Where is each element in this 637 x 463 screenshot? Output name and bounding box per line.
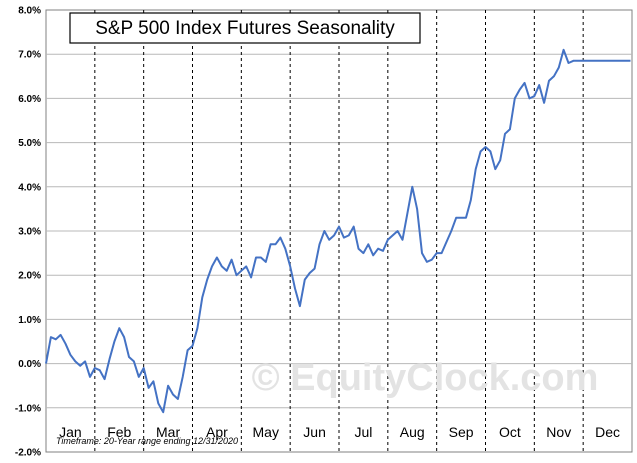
month-label: Aug [400,424,425,440]
month-divider-lines [94,10,584,452]
y-tick-label: 2.0% [18,271,41,282]
y-tick-label: 7.0% [18,50,41,61]
y-tick-label: 1.0% [18,315,41,326]
y-tick-label: 3.0% [18,227,41,238]
y-tick-label: -2.0% [15,448,41,459]
month-label: Nov [546,424,571,440]
month-label: Jan [59,424,82,440]
month-label: Oct [499,424,521,440]
chart-title: S&P 500 Index Futures Seasonality [95,18,395,39]
series-line [45,48,631,414]
y-tick-label: 0.0% [18,359,41,370]
month-label: Sep [449,424,474,440]
y-axis-tick-labels: -2.0% -1.0% 0.0% 1.0% 2.0% 3.0% 4.0% 5.0% 6.0% 7.… [15,6,41,459]
title-box [69,12,421,44]
month-label: Mar [156,424,180,440]
month-label: Apr [206,424,228,440]
month-label: Dec [595,424,620,440]
y-tick-label: 8.0% [18,6,41,17]
month-label: Jun [303,424,326,440]
y-tick-label: 6.0% [18,94,41,105]
timeframe-footnote: Timeframe: 20-Year range ending 12/31/20… [56,436,238,446]
y-tick-label: 4.0% [18,182,41,193]
x-axis-month-labels: Jan Feb Mar Apr May Jun Jul Aug Sep Oct Nov Dec [59,424,620,440]
y-tick-label: 5.0% [18,138,41,149]
y-tick-label: -1.0% [15,403,41,414]
watermark-text: © EquityClock.com [252,357,599,399]
month-label: May [253,424,279,440]
month-label: Feb [107,424,131,440]
month-label: Jul [354,424,372,440]
